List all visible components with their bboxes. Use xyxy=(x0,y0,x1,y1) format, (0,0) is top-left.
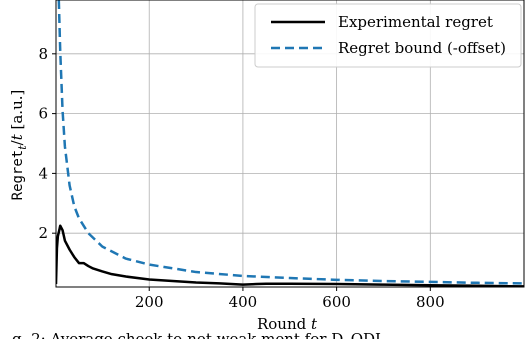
series-line-regret-bound xyxy=(57,0,524,285)
series-line-experimental-regret xyxy=(56,224,524,287)
legend-label-experimental: Experimental regret xyxy=(338,13,493,31)
y-axis-label: Regrett/t [a.u.] xyxy=(8,90,29,201)
ticks: 200 400 600 800 2 4 6 8 xyxy=(38,45,444,311)
y-tick-label-8: 8 xyxy=(38,45,48,63)
figure-caption: g. 2: Average cheek-to-net weak ment for… xyxy=(12,330,381,339)
x-tick-label-400: 400 xyxy=(229,293,258,311)
x-tick-label-800: 800 xyxy=(416,293,445,311)
x-axis-label: Round t xyxy=(257,315,318,333)
plot-frame xyxy=(55,0,525,288)
y-tick-label-2: 2 xyxy=(38,224,48,242)
series-layer xyxy=(56,0,524,287)
legend-label-bound: Regret bound (-offset) xyxy=(338,39,506,57)
legend-box xyxy=(254,3,522,68)
y-tick-label-4: 4 xyxy=(38,164,48,182)
x-tick-label-600: 600 xyxy=(322,293,351,311)
legend: Experimental regret Regret bound (-offse… xyxy=(254,3,522,68)
y-tick-label-6: 6 xyxy=(38,105,48,123)
x-tick-label-200: 200 xyxy=(135,293,164,311)
